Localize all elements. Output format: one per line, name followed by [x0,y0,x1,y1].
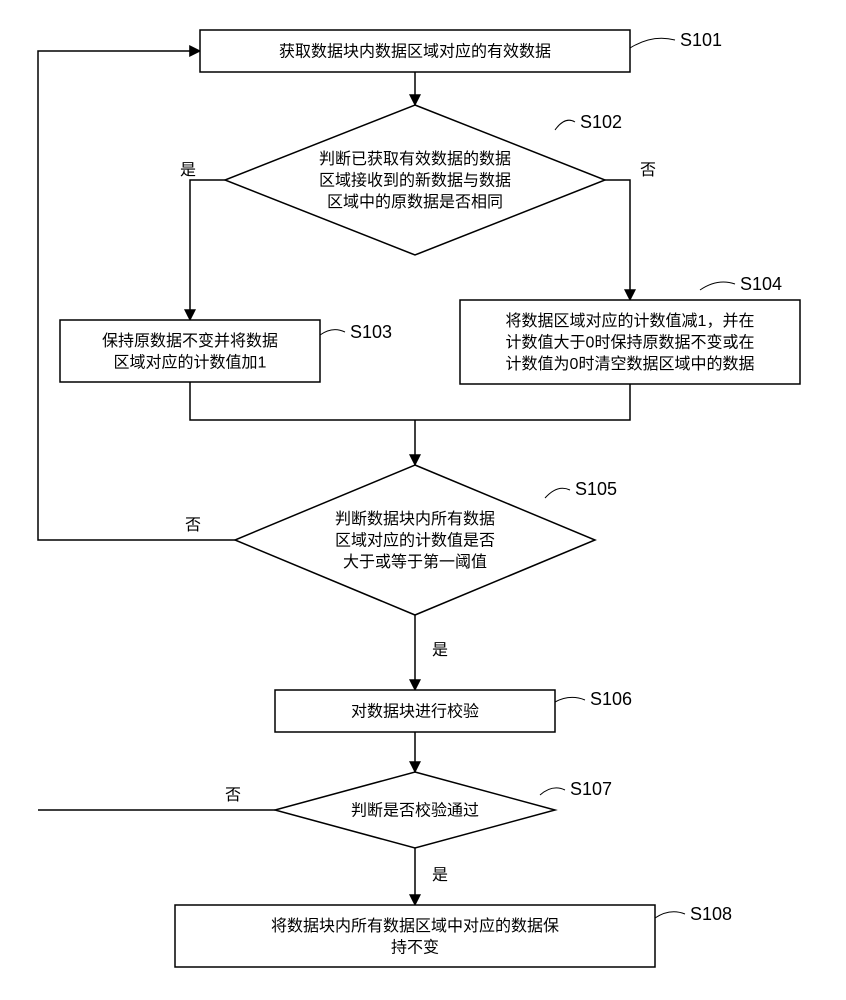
edge-label: 是 [432,867,448,884]
s105-text: 区域对应的计数值是否 [335,531,495,550]
edge-label: 否 [185,517,201,534]
edge-label: 是 [180,162,196,179]
s101-text: 获取数据块内数据区域对应的有效数据 [279,42,551,61]
s104-text: 将数据区域对应的计数值减1，并在 [506,311,755,330]
s102-text: 区域中的原数据是否相同 [327,193,503,211]
s104-text: 计数值为0时清空数据区域中的数据 [506,355,755,373]
s101-label: S101 [680,30,722,50]
s108-label: S108 [690,904,732,924]
edge-label: 是 [432,642,448,659]
s108-text: 将数据块内所有数据区域中对应的数据保 [271,916,559,935]
s102-label: S102 [580,112,622,132]
edge-label: 否 [225,787,241,804]
s105-text: 判断数据块内所有数据 [335,510,495,528]
s103-box [60,320,320,382]
s103-label: S103 [350,322,392,342]
s104-label: S104 [740,274,782,294]
edge-label: 否 [640,162,656,179]
s106-text: 对数据块进行校验 [351,703,479,721]
s108-box [175,905,655,967]
s106-label: S106 [590,689,632,709]
flowchart-svg: 获取数据块内数据区域对应的有效数据判断已获取有效数据的数据区域接收到的新数据与数… [0,0,846,1000]
s102-text: 区域接收到的新数据与数据 [319,172,511,190]
s105-label: S105 [575,479,617,499]
s107-label: S107 [570,779,612,799]
s104-text: 计数值大于0时保持原数据不变或在 [506,334,755,352]
s108-text: 持不变 [391,938,439,956]
s103-text: 保持原数据不变并将数据 [102,332,278,350]
s102-text: 判断已获取有效数据的数据 [319,150,511,168]
s105-text: 大于或等于第一阈值 [343,553,487,571]
s107-text: 判断是否校验通过 [351,802,479,820]
s103-text: 区域对应的计数值加1 [114,352,267,371]
